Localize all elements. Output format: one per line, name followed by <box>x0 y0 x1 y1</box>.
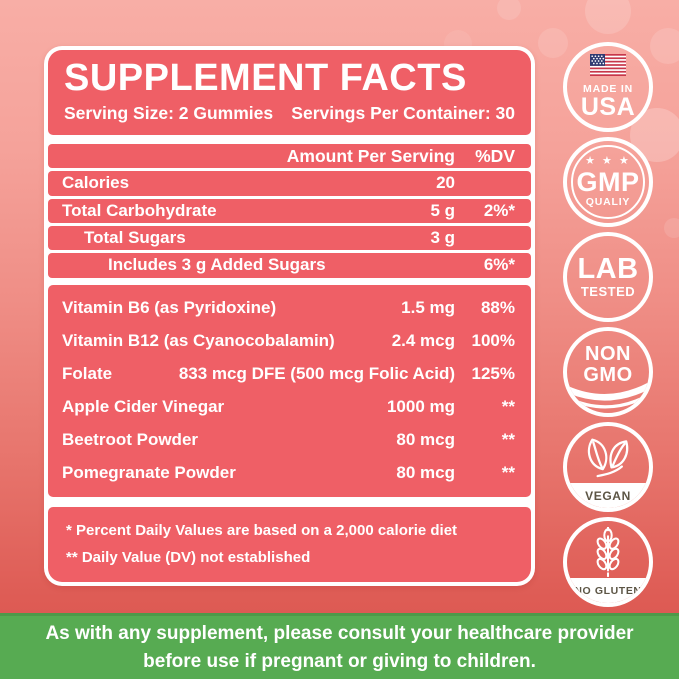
badge-gmp-quality: ★ ★ ★ GMP QUALIY <box>563 137 653 227</box>
row-amount: 80 mcg <box>396 430 455 450</box>
bokeh-dot <box>664 218 679 238</box>
us-flag-icon <box>590 53 626 81</box>
badge-made-in-usa: MADE IN USA <box>563 42 653 132</box>
bokeh-dot <box>538 28 568 58</box>
badge-banner: NO GLUTEN <box>567 578 649 603</box>
table-row-folate: Folate 833 mcg DFE (500 mcg Folic Acid) … <box>48 358 531 391</box>
table-row-pomegranate-powder: Pomegranate Powder 80 mcg ** <box>48 457 531 490</box>
table-row-apple-cider-vinegar: Apple Cider Vinegar 1000 mg ** <box>48 391 531 424</box>
stars-icon: ★ ★ ★ <box>585 154 631 167</box>
row-dv: 88% <box>480 298 515 318</box>
row-amount: 20 <box>436 173 455 193</box>
badge-no-gluten: NO GLUTEN <box>563 517 653 607</box>
row-dv: ** <box>501 430 515 450</box>
wheat-icon <box>591 525 625 582</box>
badge-non-gmo: NON GMO <box>563 327 653 417</box>
amount-per-serving-header: Amount Per Serving <box>286 145 455 166</box>
badge-line-small: TESTED <box>580 283 636 299</box>
disclaimer-bar: As with any supplement, please consult y… <box>0 613 679 679</box>
row-label: Includes 3 g Added Sugars <box>108 255 326 275</box>
row-label: Total Sugars <box>84 228 186 248</box>
badge-line-small: QUALIY <box>585 195 631 208</box>
badge-line-small: MADE IN <box>583 82 633 95</box>
bokeh-dot <box>650 28 679 64</box>
footnote-dv-not-established: ** Daily Value (DV) not established <box>66 549 311 567</box>
row-label: Pomegranate Powder <box>62 463 236 483</box>
serving-line: Serving Size: 2 Gummies Servings Per Con… <box>64 103 515 124</box>
badge-banner: VEGAN <box>567 483 649 508</box>
leaf-icon <box>582 434 634 485</box>
row-amount: 80 mcg <box>396 463 455 483</box>
table-row-total-carbohydrate: Total Carbohydrate 5 g 2%* <box>48 198 531 223</box>
disclaimer-text: As with any supplement, please consult y… <box>45 622 634 672</box>
table-row-added-sugars: Includes 3 g Added Sugars 6%* <box>48 253 531 278</box>
table-row-vitamin-b6: Vitamin B6 (as Pyridoxine) 1.5 mg 88% <box>48 292 531 325</box>
ingredients-section: Vitamin B6 (as Pyridoxine) 1.5 mg 88% Vi… <box>48 284 531 497</box>
table-row-vitamin-b12: Vitamin B12 (as Cyanocobalamin) 2.4 mcg … <box>48 325 531 358</box>
servings-per-container: Servings Per Container: 30 <box>291 103 515 124</box>
row-label: Vitamin B12 (as Cyanocobalamin) <box>62 331 335 351</box>
column-header-row: Amount Per Serving %DV <box>48 144 531 169</box>
badge-lab-tested: LAB TESTED <box>563 232 653 322</box>
row-amount: 833 mcg DFE (500 mcg Folic Acid) <box>178 364 455 384</box>
badge-column: MADE IN USA ★ ★ ★ GMP QUALIY LAB TESTED … <box>563 42 655 607</box>
row-dv: 125% <box>471 364 515 384</box>
row-label: Vitamin B6 (as Pyridoxine) <box>62 298 277 318</box>
row-dv: ** <box>501 397 515 417</box>
row-label: Beetroot Powder <box>62 430 199 450</box>
footnotes-section: * Percent Daily Values are based on a 2,… <box>48 506 531 583</box>
badge-line-big: LAB <box>577 252 639 285</box>
row-label: Total Carbohydrate <box>62 200 217 220</box>
row-label: Calories <box>62 173 130 193</box>
badge-line-big: USA <box>580 93 636 122</box>
panel-title: SUPPLEMENT FACTS <box>64 57 467 99</box>
panel-header: SUPPLEMENT FACTS Serving Size: 2 Gummies… <box>48 50 531 136</box>
row-label: Apple Cider Vinegar <box>62 397 225 417</box>
badge-line-med: GMO <box>583 364 633 386</box>
row-label: Folate <box>62 364 113 384</box>
badge-line-big: GMP <box>576 166 640 197</box>
badge-text: NON GMO <box>583 344 632 386</box>
row-dv: ** <box>501 463 515 483</box>
table-row-total-sugars: Total Sugars 3 g <box>48 225 531 251</box>
percent-dv-header: %DV <box>475 145 515 166</box>
row-dv: 2%* <box>483 200 515 220</box>
row-amount: 3 g <box>430 228 455 248</box>
row-amount: 5 g <box>430 200 455 220</box>
footnote-daily-values: * Percent Daily Values are based on a 2,… <box>66 521 458 539</box>
row-dv: 6%* <box>483 255 515 275</box>
row-amount: 1.5 mg <box>401 298 455 318</box>
table-row-calories: Calories 20 <box>48 171 531 196</box>
serving-size: Serving Size: 2 Gummies <box>64 103 274 124</box>
badge-line-med: NON <box>585 343 631 365</box>
supplement-facts-panel: SUPPLEMENT FACTS Serving Size: 2 Gummies… <box>44 46 535 586</box>
bokeh-dot <box>497 0 521 20</box>
row-dv: 100% <box>471 331 515 351</box>
row-amount: 2.4 mcg <box>391 331 455 351</box>
row-amount: 1000 mg <box>386 397 455 417</box>
badge-vegan: VEGAN <box>563 422 653 512</box>
bokeh-dot <box>585 0 631 34</box>
table-row-beetroot-powder: Beetroot Powder 80 mcg ** <box>48 424 531 457</box>
swoosh-icon <box>567 381 649 409</box>
